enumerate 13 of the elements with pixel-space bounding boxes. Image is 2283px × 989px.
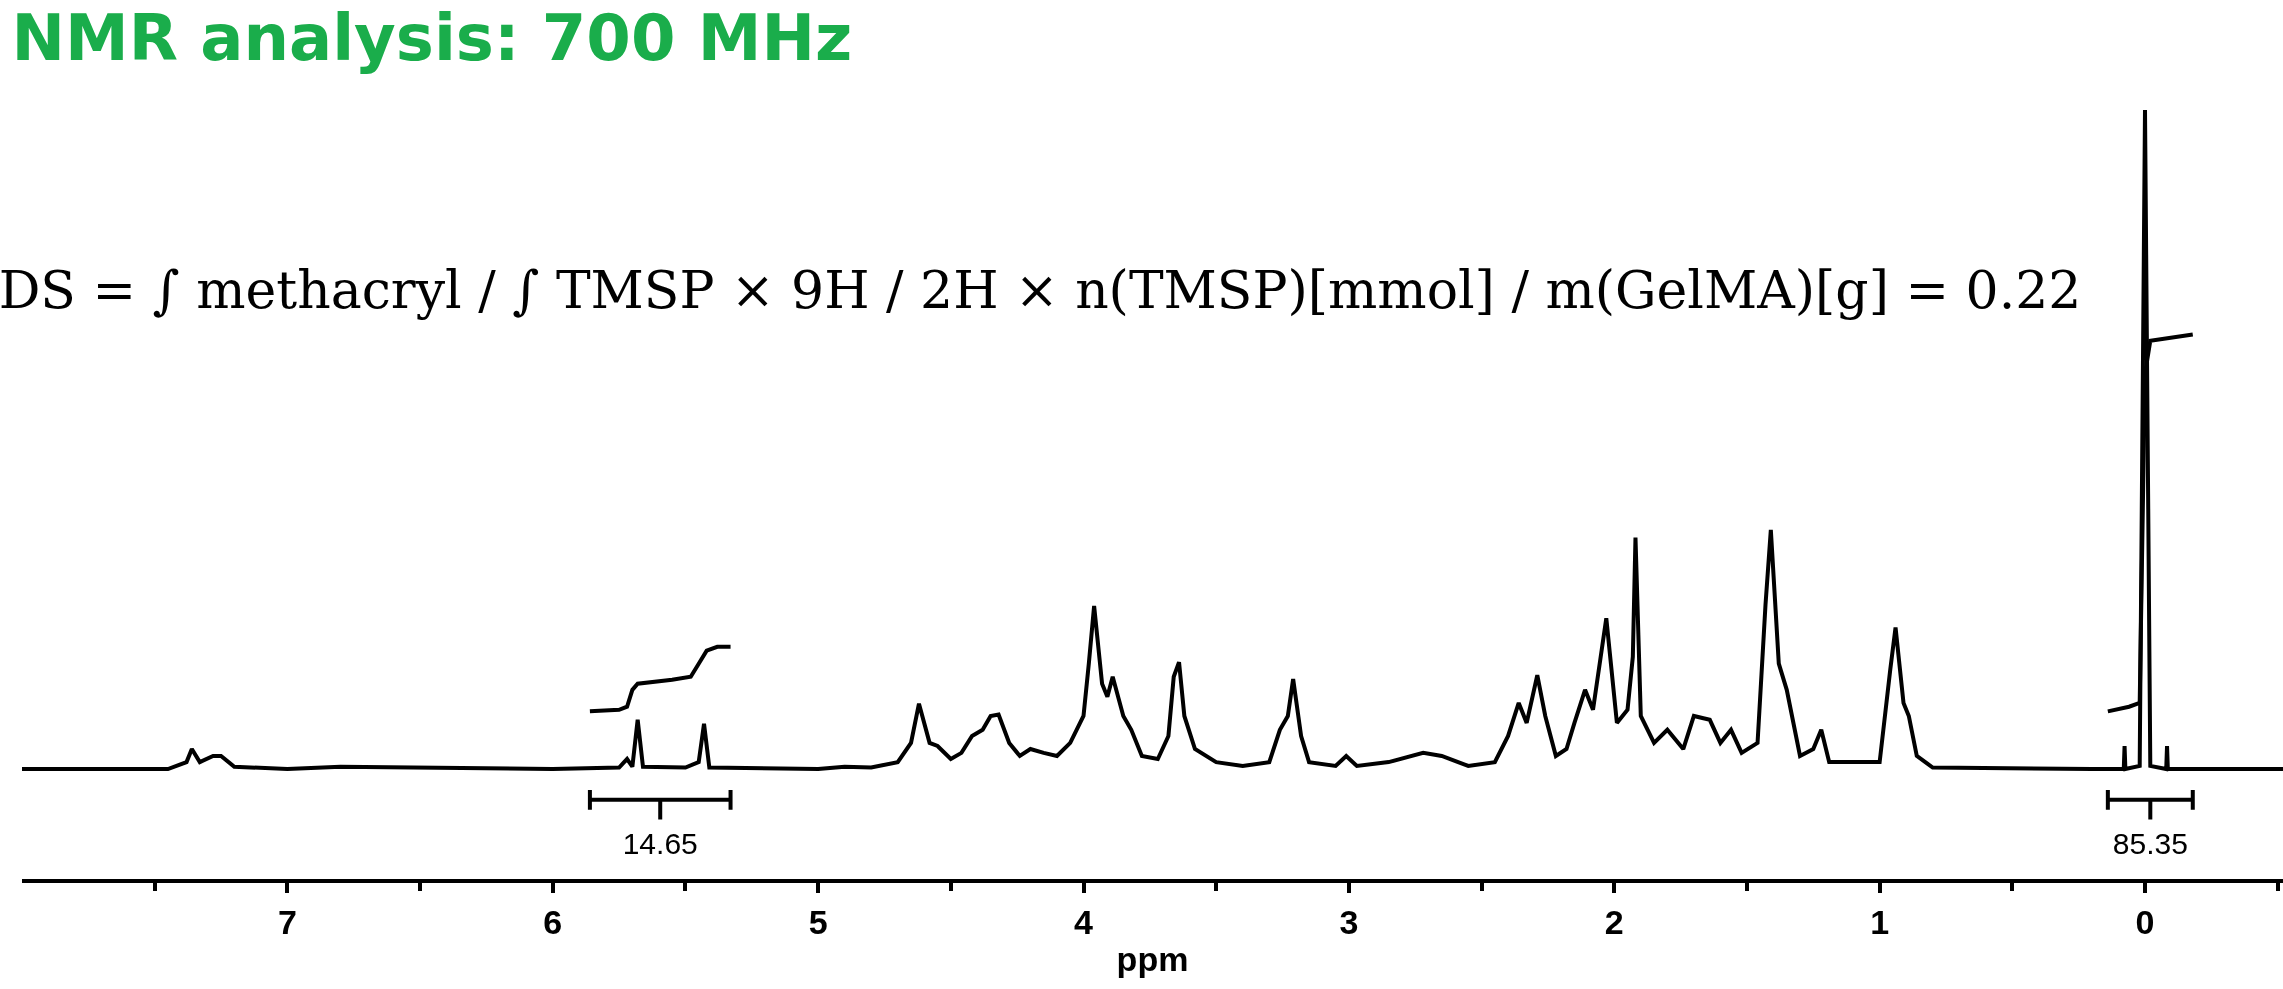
- chart-title: NMR analysis: 700 MHz: [11, 0, 853, 75]
- x-tick-label: 7: [277, 902, 297, 941]
- x-tick-label: 6: [543, 902, 563, 941]
- x-axis-title: ppm: [1116, 939, 1189, 978]
- x-tick-label: 5: [808, 902, 828, 941]
- annotation: 14.65: [622, 826, 698, 860]
- x-tick-label: 3: [1339, 902, 1359, 941]
- x-tick-label: 1: [1870, 902, 1890, 941]
- x-tick-label: 0: [2135, 902, 2155, 941]
- annotation: 85.35: [2112, 826, 2188, 860]
- text: DS = ∫ methacryl / ∫ TMSP × 9H / 2H × n(TMSP)[mmol] / m(GelMA)[g] = 0.22: [0, 260, 2082, 320]
- x-tick-label: 4: [1074, 902, 1094, 941]
- x-tick-label: 2: [1604, 902, 1624, 941]
